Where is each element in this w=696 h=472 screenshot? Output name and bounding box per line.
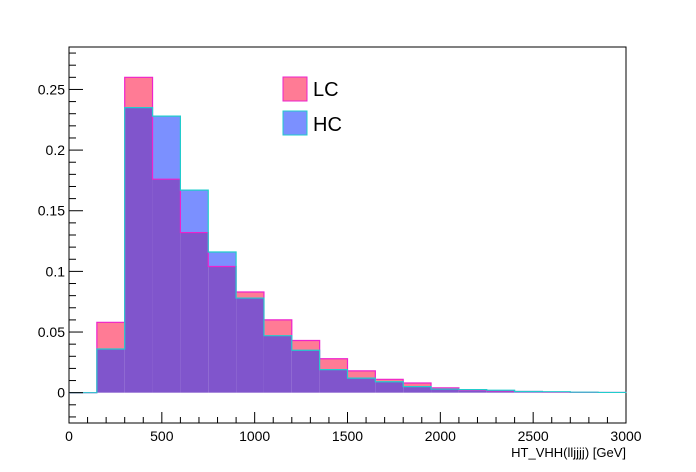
y-tick-label: 0.15 (38, 203, 65, 219)
x-tick-label: 0 (65, 428, 73, 444)
bar-overlap (514, 391, 543, 393)
bar-overlap (347, 378, 376, 393)
bar-lc-excess (263, 319, 292, 336)
bar-overlap (486, 390, 515, 393)
y-tick-label: 0.2 (46, 142, 66, 158)
bar-overlap (291, 350, 320, 393)
bar-lc-excess (375, 379, 404, 382)
y-tick-label: 0 (57, 385, 65, 401)
bar-overlap (431, 389, 459, 393)
x-axis: 0 500 1000 1500 2000 2500 3000 (65, 412, 642, 444)
bar-hc-excess (152, 116, 181, 180)
x-tick-label: 1000 (239, 428, 270, 444)
bar-overlap (124, 107, 153, 393)
bar-hc-excess (208, 251, 237, 267)
x-tick-label: 500 (150, 428, 174, 444)
legend: LC HC (278, 72, 416, 140)
step-outline-hc (69, 107, 627, 394)
histogram-bars (69, 76, 627, 394)
bar-overlap (458, 390, 487, 393)
y-axis: 0 0.05 0.1 0.15 0.2 0.25 (38, 52, 83, 418)
legend-swatch-lc (282, 76, 308, 102)
bar-overlap (208, 266, 237, 393)
bar-lc-excess (347, 370, 376, 379)
bar-overlap (403, 386, 432, 393)
y-tick-label: 0.25 (38, 81, 65, 97)
bar-lc-excess (96, 322, 125, 350)
bar-hc-excess (180, 190, 209, 233)
x-tick-label: 1500 (332, 428, 363, 444)
bar-overlap (263, 335, 292, 393)
bar-overlap (152, 179, 181, 393)
legend-label-lc: LC (313, 79, 339, 101)
bar-overlap (236, 298, 264, 393)
bar-lc-excess (403, 382, 432, 387)
bar-overlap (319, 369, 348, 393)
x-tick-label: 3000 (610, 428, 641, 444)
x-tick-label: 2500 (518, 428, 549, 444)
x-tick-label: 2000 (425, 428, 456, 444)
y-tick-label: 0.1 (46, 263, 66, 279)
legend-swatch-hc (282, 110, 308, 136)
legend-label-hc: HC (313, 114, 342, 136)
bar-overlap (96, 349, 125, 393)
bar-lc-excess (431, 387, 459, 390)
bar-lc-excess (319, 358, 348, 370)
x-axis-title: HT_VHH(lljjjj) [GeV] (511, 445, 626, 460)
bar-lc-excess (291, 340, 320, 351)
y-tick-label: 0.05 (38, 324, 65, 340)
bar-lc-excess (124, 77, 153, 108)
bar-overlap (375, 381, 404, 393)
bar-lc-excess (236, 292, 264, 299)
axes: 0 500 1000 1500 2000 2500 300000.050.10.150.20… (38, 52, 642, 444)
bar-overlap (180, 232, 209, 393)
